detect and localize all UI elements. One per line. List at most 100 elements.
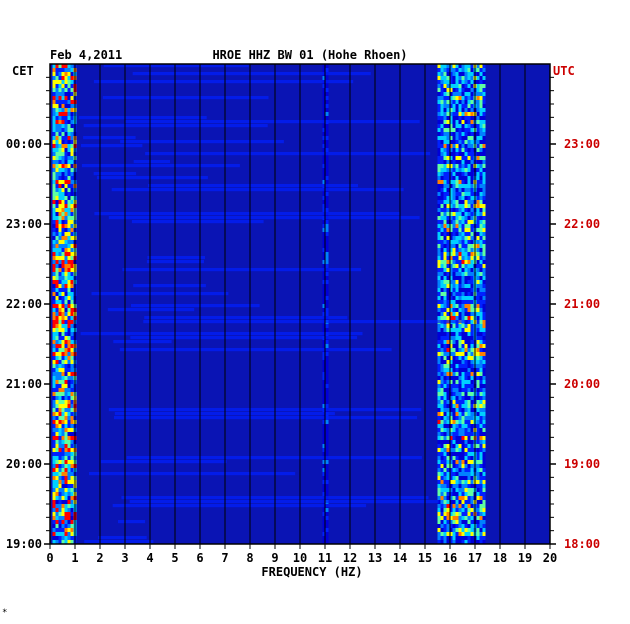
energy-cell bbox=[55, 436, 59, 441]
energy-cell bbox=[446, 476, 450, 481]
energy-cell bbox=[325, 444, 329, 449]
energy-cell bbox=[61, 264, 65, 269]
energy-cell bbox=[443, 224, 447, 229]
energy-cell bbox=[440, 180, 444, 185]
energy-cell bbox=[476, 528, 480, 533]
energy-cell bbox=[452, 68, 456, 73]
energy-cell bbox=[325, 524, 329, 529]
energy-cell bbox=[322, 484, 326, 489]
energy-cell bbox=[55, 492, 59, 497]
energy-cell bbox=[482, 364, 486, 369]
energy-cell bbox=[58, 396, 62, 401]
energy-cell bbox=[64, 200, 68, 205]
energy-cell bbox=[464, 128, 468, 133]
energy-cell bbox=[55, 408, 59, 413]
energy-cell bbox=[458, 164, 462, 169]
energy-cell bbox=[482, 344, 486, 349]
energy-cell bbox=[458, 236, 462, 241]
energy-cell bbox=[452, 416, 456, 421]
energy-cell bbox=[443, 396, 447, 401]
energy-cell bbox=[464, 352, 468, 357]
energy-cell bbox=[446, 372, 450, 377]
energy-cell bbox=[470, 100, 474, 105]
energy-cell bbox=[58, 356, 62, 361]
energy-cell bbox=[437, 420, 441, 425]
energy-cell bbox=[452, 540, 456, 545]
energy-cell bbox=[67, 220, 71, 225]
energy-cell bbox=[437, 448, 441, 453]
energy-cell bbox=[464, 444, 468, 449]
energy-cell bbox=[70, 316, 74, 321]
energy-cell bbox=[70, 380, 74, 385]
energy-cell bbox=[455, 212, 459, 217]
energy-cell bbox=[443, 84, 447, 89]
energy-cell bbox=[455, 68, 459, 73]
energy-cell bbox=[61, 124, 65, 129]
energy-cell bbox=[55, 116, 59, 121]
energy-cell bbox=[58, 268, 62, 273]
energy-cell bbox=[452, 116, 456, 121]
energy-cell bbox=[455, 508, 459, 513]
energy-cell bbox=[455, 512, 459, 517]
energy-cell bbox=[449, 140, 453, 145]
energy-cell bbox=[446, 376, 450, 381]
energy-cell bbox=[476, 516, 480, 521]
energy-cell bbox=[440, 492, 444, 497]
energy-cell bbox=[458, 280, 462, 285]
energy-cell bbox=[61, 504, 65, 509]
energy-cell bbox=[449, 152, 453, 157]
energy-cell bbox=[452, 280, 456, 285]
energy-cell bbox=[440, 336, 444, 341]
energy-cell bbox=[482, 436, 486, 441]
energy-cell bbox=[455, 100, 459, 105]
energy-cell bbox=[55, 284, 59, 289]
energy-cell bbox=[64, 500, 68, 505]
energy-cell bbox=[64, 416, 68, 421]
energy-cell bbox=[325, 352, 329, 357]
energy-cell bbox=[437, 312, 441, 317]
energy-cell bbox=[52, 424, 56, 429]
energy-cell bbox=[479, 304, 483, 309]
energy-cell bbox=[479, 280, 483, 285]
energy-cell bbox=[449, 68, 453, 73]
energy-cell bbox=[470, 372, 474, 377]
x-tick-label: 12 bbox=[343, 551, 357, 565]
energy-cell bbox=[476, 332, 480, 337]
energy-cell bbox=[440, 148, 444, 153]
energy-cell bbox=[476, 488, 480, 493]
energy-cell bbox=[455, 164, 459, 169]
energy-cell bbox=[440, 520, 444, 525]
energy-cell bbox=[455, 160, 459, 165]
energy-cell bbox=[322, 356, 326, 361]
energy-cell bbox=[476, 236, 480, 241]
energy-cell bbox=[476, 460, 480, 465]
energy-cell bbox=[449, 324, 453, 329]
energy-cell bbox=[467, 188, 471, 193]
energy-cell bbox=[64, 248, 68, 253]
energy-cell bbox=[443, 444, 447, 449]
energy-cell bbox=[443, 252, 447, 257]
energy-cell bbox=[476, 356, 480, 361]
energy-cell bbox=[482, 328, 486, 333]
energy-cell bbox=[461, 492, 465, 497]
energy-cell bbox=[64, 208, 68, 213]
energy-cell bbox=[70, 408, 74, 413]
energy-cell bbox=[461, 528, 465, 533]
energy-cell bbox=[437, 500, 441, 505]
energy-cell bbox=[467, 104, 471, 109]
energy-cell bbox=[440, 72, 444, 77]
background-streak bbox=[119, 348, 392, 352]
energy-cell bbox=[52, 236, 56, 241]
energy-cell bbox=[467, 192, 471, 197]
energy-cell bbox=[446, 484, 450, 489]
energy-cell bbox=[455, 360, 459, 365]
energy-cell bbox=[446, 236, 450, 241]
energy-cell bbox=[58, 508, 62, 513]
energy-cell bbox=[482, 536, 486, 541]
energy-cell bbox=[67, 248, 71, 253]
energy-cell bbox=[440, 244, 444, 249]
energy-cell bbox=[479, 400, 483, 405]
energy-cell bbox=[64, 68, 68, 73]
energy-cell bbox=[437, 464, 441, 469]
energy-cell bbox=[458, 124, 462, 129]
